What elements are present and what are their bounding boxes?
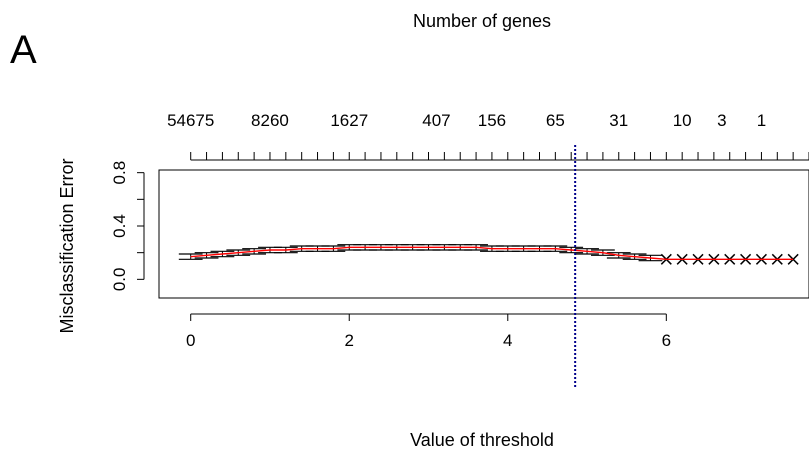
y-tick-label: 0.8 (110, 161, 129, 185)
x-axis: 0 2 4 6 (186, 313, 671, 350)
top-tick-label: 8260 (251, 111, 289, 130)
top-tick-label: 1627 (330, 111, 368, 130)
top-axis: 54675 8260 1627 407 156 65 31 10 3 1 (167, 111, 809, 161)
x-tick-label: 6 (662, 331, 671, 350)
top-tick-label: 31 (609, 111, 628, 130)
x-tick-label: 4 (503, 331, 512, 350)
plot-frame (158, 169, 809, 299)
y-axis-title: Misclassification Error (57, 158, 77, 333)
series-layer (178, 244, 799, 265)
top-tick-label: 407 (422, 111, 450, 130)
y-tick-label: 0.0 (110, 268, 129, 292)
top-tick-label: 1 (757, 111, 766, 130)
y-tick-label: 0.4 (110, 214, 129, 238)
panel-label: A (10, 28, 37, 72)
x-axis-title: Value of threshold (410, 430, 554, 450)
x-tick-label: 2 (345, 331, 354, 350)
series-line-0 (190, 246, 794, 261)
x-tick-label: 0 (186, 331, 195, 350)
top-tick-label: 65 (546, 111, 565, 130)
y-axis: 0.0 0.4 0.8 (110, 161, 145, 292)
top-tick-label: 54675 (167, 111, 214, 130)
top-tick-label: 3 (717, 111, 726, 130)
top-axis-title: Number of genes (413, 11, 551, 31)
top-tick-label: 10 (673, 111, 692, 130)
top-tick-label: 156 (478, 111, 506, 130)
